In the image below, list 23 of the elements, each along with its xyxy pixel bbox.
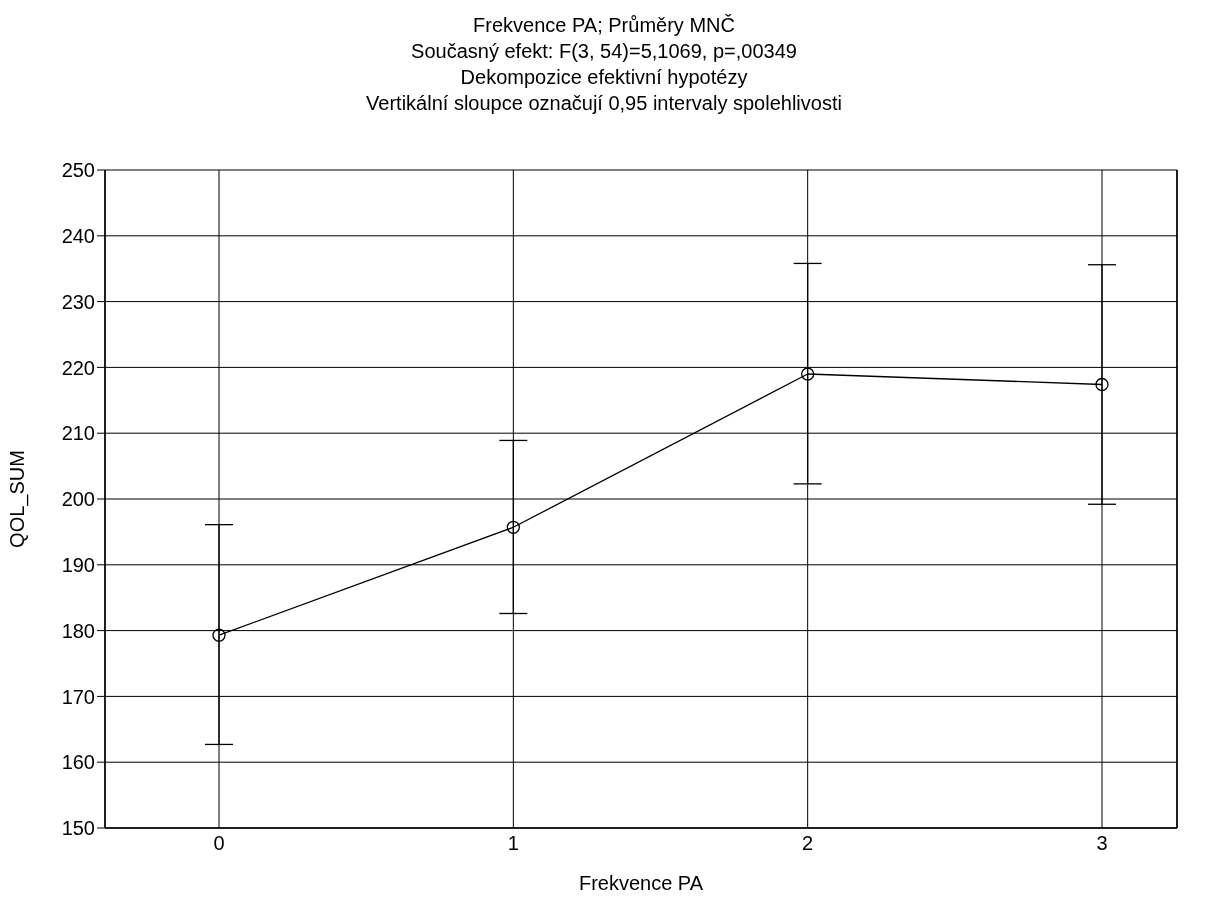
x-axis-title: Frekvence PA: [578, 872, 704, 894]
y-tick-label: 180: [61, 619, 95, 642]
y-tick-label: 230: [61, 290, 95, 313]
point: [506, 520, 520, 534]
x-tick-label: 2: [802, 832, 814, 855]
y-tick-label: 150: [61, 817, 95, 840]
point: [801, 367, 815, 381]
y-axis-title: QOL_SUM: [6, 450, 30, 548]
y-tick-label: 210: [61, 422, 95, 445]
y-tick-label: 240: [61, 224, 95, 247]
x-tick-label: 1: [507, 832, 519, 855]
chart-subtitle: Současný efekt: F(3, 54)=5,1069, p=,00349 Dekompozice efektivní hypotézy Vertikální sloupce označují 0,95 intervaly spolehlivosti: [365, 39, 843, 116]
chart-title: Frekvence PA; Průměry MNČ: [472, 13, 736, 38]
y-tick-label: 190: [61, 553, 95, 576]
point: [212, 628, 226, 642]
y-tick-label: 170: [61, 685, 95, 708]
point: [1095, 377, 1109, 392]
y-tick-label: 200: [61, 488, 95, 511]
y-tick-label: 250: [61, 159, 95, 182]
y-tick-label: 160: [61, 751, 95, 774]
x-tick-label: 0: [213, 832, 225, 855]
y-tick-label: 220: [61, 356, 95, 379]
x-tick-label: 3: [1096, 832, 1108, 855]
